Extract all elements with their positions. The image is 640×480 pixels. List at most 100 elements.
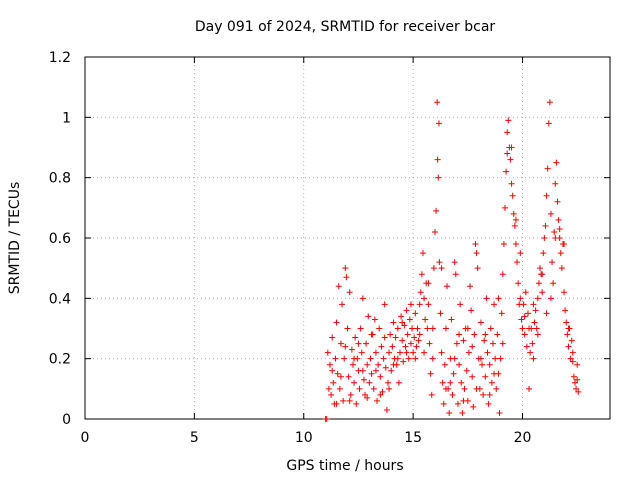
- data-point: [421, 295, 428, 302]
- data-point: [438, 349, 445, 356]
- data-point: [407, 301, 414, 308]
- data-point: [426, 340, 433, 347]
- data-point: [530, 355, 537, 362]
- data-point: [427, 370, 434, 377]
- data-point: [432, 228, 438, 235]
- data-point: [370, 385, 377, 392]
- data-point: [349, 361, 356, 368]
- data-point: [552, 180, 559, 187]
- chart-title: Day 091 of 2024, SRMTID for receiver bca…: [195, 19, 496, 35]
- data-point: [415, 337, 422, 344]
- data-point: [413, 343, 420, 350]
- data-point: [480, 391, 487, 398]
- data-point: [324, 349, 331, 356]
- y-tick-label: 0: [62, 412, 71, 428]
- data-point: [388, 367, 395, 374]
- data-point: [442, 325, 449, 332]
- data-point: [477, 355, 484, 362]
- data-point: [325, 385, 332, 392]
- data-point: [398, 313, 405, 320]
- data-point: [527, 349, 534, 356]
- data-point: [374, 397, 381, 404]
- data-point: [438, 265, 445, 272]
- data-point: [550, 280, 557, 287]
- data-point: [457, 301, 464, 308]
- data-point: [473, 385, 480, 392]
- data-point: [377, 391, 384, 398]
- data-point: [532, 307, 539, 314]
- data-point: [353, 400, 360, 407]
- data-point: [543, 192, 550, 199]
- data-point: [574, 361, 581, 368]
- data-point: [498, 310, 505, 317]
- data-point: [389, 343, 396, 350]
- data-point: [429, 325, 436, 332]
- data-point: [425, 301, 432, 308]
- y-tick-label: 0.8: [49, 171, 71, 187]
- data-point: [517, 250, 524, 257]
- data-point: [508, 144, 515, 151]
- data-point: [327, 361, 333, 368]
- data-point: [337, 373, 344, 380]
- data-point: [515, 280, 522, 287]
- data-point: [333, 400, 340, 407]
- data-point: [543, 310, 550, 317]
- data-point: [545, 120, 552, 127]
- data-point: [392, 334, 399, 341]
- data-point: [569, 349, 576, 356]
- data-point: [512, 241, 519, 248]
- data-point: [381, 301, 388, 308]
- data-point: [421, 349, 428, 356]
- data-point: [510, 210, 517, 217]
- data-point: [430, 265, 437, 272]
- data-point: [482, 331, 489, 338]
- data-point: [557, 250, 564, 257]
- data-point: [411, 334, 418, 341]
- data-point: [514, 259, 521, 266]
- data-point: [402, 343, 409, 350]
- data-point: [394, 325, 401, 332]
- data-point: [358, 349, 365, 356]
- data-point: [395, 379, 402, 386]
- data-point: [486, 391, 493, 398]
- x-tick-label: 10: [295, 430, 313, 446]
- data-point: [429, 355, 436, 362]
- grid-lines: [85, 57, 610, 419]
- data-point: [450, 370, 457, 377]
- data-point: [564, 331, 571, 338]
- data-point: [472, 241, 479, 248]
- y-tick-label: 0.6: [49, 231, 71, 247]
- data-point: [434, 156, 441, 163]
- data-point: [345, 373, 352, 380]
- data-point: [409, 325, 416, 332]
- x-tick-label: 0: [81, 430, 90, 446]
- y-tick-label: 0.4: [49, 291, 71, 307]
- data-point: [541, 235, 548, 241]
- data-point: [504, 129, 511, 136]
- data-point: [540, 250, 547, 257]
- x-axis-label: GPS time / hours: [286, 458, 403, 474]
- data-point: [329, 367, 336, 374]
- data-point: [381, 334, 388, 341]
- data-point: [558, 265, 565, 272]
- data-point: [552, 235, 559, 241]
- data-point: [416, 301, 423, 308]
- data-point: [486, 361, 493, 368]
- data-point: [534, 295, 541, 302]
- data-point: [546, 99, 553, 106]
- data-point: [333, 319, 340, 326]
- data-point: [468, 307, 475, 314]
- data-point: [565, 325, 572, 332]
- plot-frame: [84, 56, 611, 420]
- data-point: [440, 400, 447, 407]
- data-point: [360, 376, 367, 383]
- data-point: [379, 388, 386, 395]
- data-point: [390, 319, 397, 326]
- data-point: [562, 307, 569, 314]
- data-point: [406, 316, 413, 323]
- data-point: [451, 259, 458, 266]
- data-point: [493, 385, 500, 392]
- y-tick-label: 0.2: [49, 352, 71, 368]
- data-point: [464, 325, 471, 332]
